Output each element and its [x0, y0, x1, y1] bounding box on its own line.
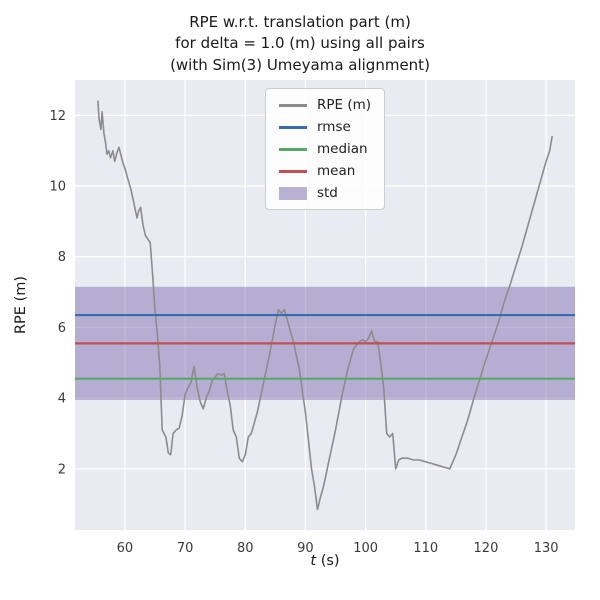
legend-label: RPE (m) [316, 97, 372, 113]
y-tick-label: 4 [58, 392, 66, 407]
x-axis-label-variable: t [310, 553, 317, 569]
x-tick-label: 120 [474, 541, 499, 556]
legend-item: mean [278, 163, 371, 179]
x-axis-label: t (s) [310, 553, 339, 569]
y-axis-label: RPE (m) [13, 275, 29, 335]
legend-mean-swatch [278, 169, 307, 173]
legend: RPE (m) rmse median mean std [264, 88, 386, 210]
x-tick-label: 100 [353, 541, 378, 556]
x-tick-label: 90 [297, 541, 314, 556]
x-tick-label: 130 [534, 541, 559, 556]
legend-item: std [278, 185, 371, 201]
x-tick-label: 60 [117, 541, 134, 556]
legend-label: rmse [316, 119, 351, 135]
y-tick-label: 6 [58, 321, 66, 336]
legend-item: rmse [278, 119, 371, 135]
legend-label: std [316, 185, 338, 201]
y-tick-label: 8 [58, 250, 66, 265]
y-tick-label: 2 [58, 462, 66, 477]
x-tick-label: 70 [177, 541, 194, 556]
chart-title-line2: for delta = 1.0 (m) using all pairs [175, 34, 425, 53]
rpe-line [97, 100, 553, 511]
x-tick-label: 80 [237, 541, 254, 556]
chart-title-line1: RPE w.r.t. translation part (m) [189, 13, 411, 31]
y-tick-label: 10 [49, 180, 66, 195]
chart-title-line3: (with Sim(3) Umeyama alignment) [170, 55, 430, 74]
legend-rpe-m--swatch [278, 103, 307, 107]
legend-item: RPE (m) [278, 97, 372, 113]
x-axis-label-unit: (s) [316, 553, 340, 569]
legend-label: median [316, 141, 368, 157]
y-tick-label: 12 [49, 109, 66, 124]
legend-median-swatch [278, 147, 307, 151]
legend-item: median [278, 141, 371, 157]
x-tick-label: 110 [413, 541, 438, 556]
legend-rmse-swatch [278, 125, 307, 129]
legend-label: mean [316, 163, 356, 179]
chart-title: RPE w.r.t. translation part (m) for delt… [0, 12, 600, 76]
legend-std-swatch [278, 186, 307, 200]
